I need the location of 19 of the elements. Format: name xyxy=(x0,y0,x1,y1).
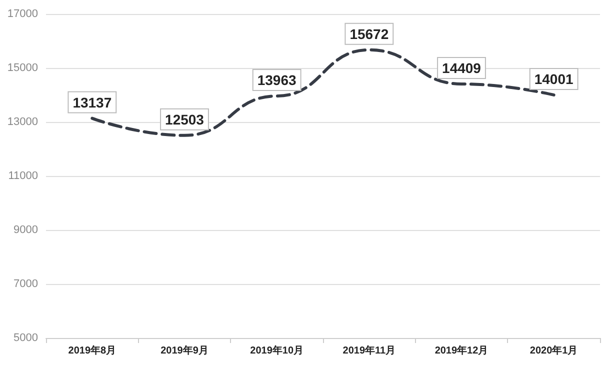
y-tick-label: 13000 xyxy=(7,116,38,128)
x-tick-label: 2020年1月 xyxy=(530,344,578,356)
y-tick-label: 7000 xyxy=(14,278,38,290)
x-tick-label: 2019年8月 xyxy=(68,344,116,356)
x-tick-label: 2019年10月 xyxy=(250,344,304,356)
data-label: 14409 xyxy=(442,60,482,76)
x-tick-label: 2019年11月 xyxy=(342,344,396,356)
y-tick-label: 17000 xyxy=(7,8,38,20)
data-label: 13963 xyxy=(257,72,297,88)
data-label: 14001 xyxy=(534,70,574,87)
y-tick-label: 11000 xyxy=(8,170,38,182)
data-label: 13137 xyxy=(72,94,112,110)
y-tick-label: 5000 xyxy=(14,332,38,344)
y-tick-label: 9000 xyxy=(14,224,38,236)
data-label: 12503 xyxy=(165,111,204,128)
data-label: 15672 xyxy=(350,26,389,42)
y-tick-label: 15000 xyxy=(7,62,38,74)
x-tick-label: 2019年9月 xyxy=(160,344,208,356)
x-tick-label: 2019年12月 xyxy=(434,344,488,356)
